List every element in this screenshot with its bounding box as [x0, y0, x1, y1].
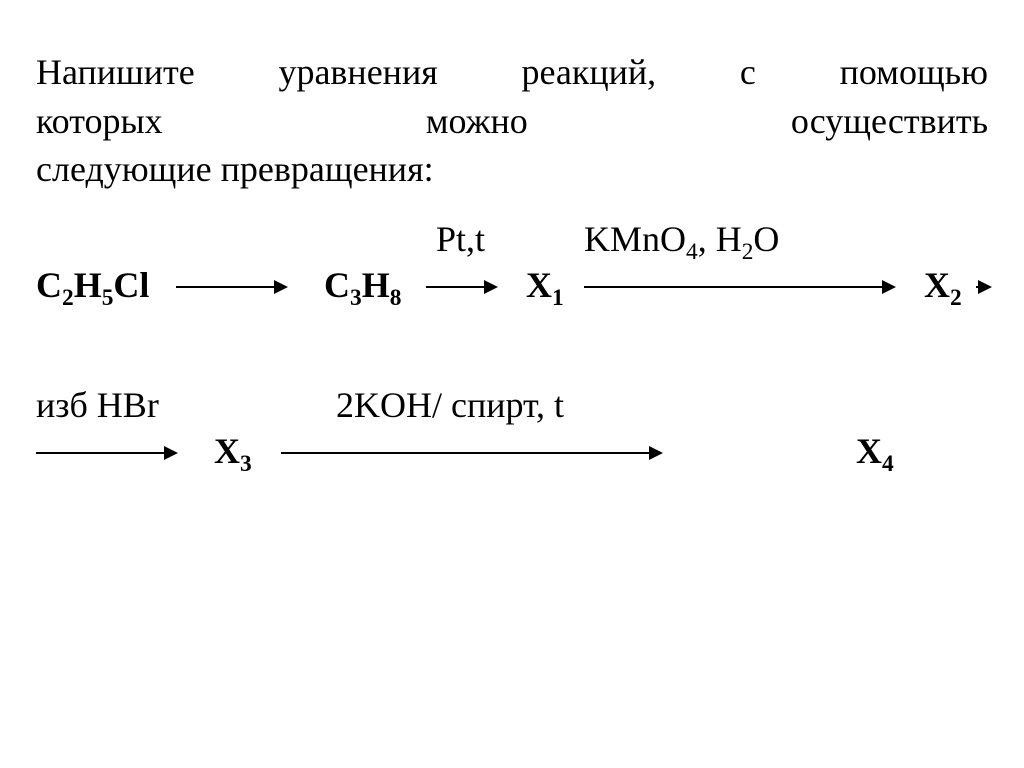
reagent-pt-t-text: Pt,t — [436, 219, 485, 259]
reagent-pt-t: Pt,t — [436, 218, 485, 260]
c2h5cl-cl: Cl — [113, 265, 149, 305]
row1-chain: C2H5Cl C3H8 X1 X2 — [36, 264, 988, 320]
x3-3: 3 — [240, 451, 252, 477]
prompt-line-2: которых можно осуществить — [36, 97, 988, 146]
c2h5cl-5: 5 — [102, 285, 114, 311]
x2-2: 2 — [950, 285, 962, 311]
arrow-5 — [36, 452, 176, 454]
arrow-1 — [176, 286, 286, 288]
x2-x: X — [924, 265, 950, 305]
node-c3h8: C3H8 — [324, 264, 401, 306]
reagent-h2o-sub: 2 — [742, 239, 754, 265]
arrow-3 — [584, 286, 894, 288]
task-prompt: Напишите уравнения реакций, с помощью ко… — [36, 48, 988, 194]
x1-1: 1 — [552, 285, 564, 311]
reagent-kmno4-sub: 4 — [686, 239, 698, 265]
node-x2: X2 — [924, 264, 962, 306]
row2-chain: X3 X4 — [36, 430, 988, 486]
c2h5cl-c: C — [36, 265, 62, 305]
reagent-hbr-excess: изб HBr — [36, 384, 159, 426]
reagent-kmno4-prefix: KMnO — [584, 219, 686, 259]
reagent-koh-alcohol: 2KOH/ спирт, t — [336, 384, 564, 426]
prompt-line-1: Напишите уравнения реакций, с помощью — [36, 48, 988, 97]
c3h8-h: H — [362, 265, 390, 305]
arrow-4 — [976, 286, 990, 288]
reagent-h2o-mid: , H — [698, 219, 742, 259]
x1-x: X — [526, 265, 552, 305]
x4-4: 4 — [882, 451, 894, 477]
c2h5cl-h: H — [74, 265, 102, 305]
c3h8-3: 3 — [350, 285, 362, 311]
reagent-kmno4-h2o: KMnO4, H2O — [584, 218, 779, 260]
page: Напишите уравнения реакций, с помощью ко… — [0, 0, 1024, 486]
arrow-6 — [281, 452, 661, 454]
x4-x: X — [856, 431, 882, 471]
c3h8-8: 8 — [390, 285, 402, 311]
node-x4: X4 — [856, 430, 894, 472]
node-c2h5cl: C2H5Cl — [36, 264, 149, 306]
arrow-2 — [426, 286, 496, 288]
row2-reagents: изб HBr 2KOH/ спирт, t — [36, 384, 988, 430]
node-x1: X1 — [526, 264, 564, 306]
row-gap — [36, 320, 988, 384]
c3h8-c: C — [324, 265, 350, 305]
row1-reagents: Pt,t KMnO4, H2O — [36, 218, 988, 264]
prompt-line-3: следующие превращения: — [36, 145, 988, 194]
c2h5cl-2: 2 — [62, 285, 74, 311]
x3-x: X — [214, 431, 240, 471]
node-x3: X3 — [214, 430, 252, 472]
reagent-h2o-suffix: O — [753, 219, 779, 259]
